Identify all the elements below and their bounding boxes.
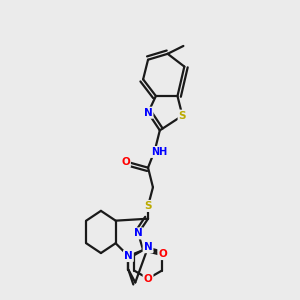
Text: O: O — [121, 157, 130, 167]
Text: N: N — [124, 251, 133, 261]
Text: O: O — [144, 274, 152, 284]
Text: N: N — [144, 108, 152, 118]
Text: S: S — [178, 111, 186, 121]
Text: N: N — [134, 228, 142, 239]
Text: NH: NH — [151, 147, 167, 157]
Text: S: S — [144, 201, 152, 211]
Text: O: O — [158, 249, 167, 259]
Text: N: N — [144, 242, 152, 252]
